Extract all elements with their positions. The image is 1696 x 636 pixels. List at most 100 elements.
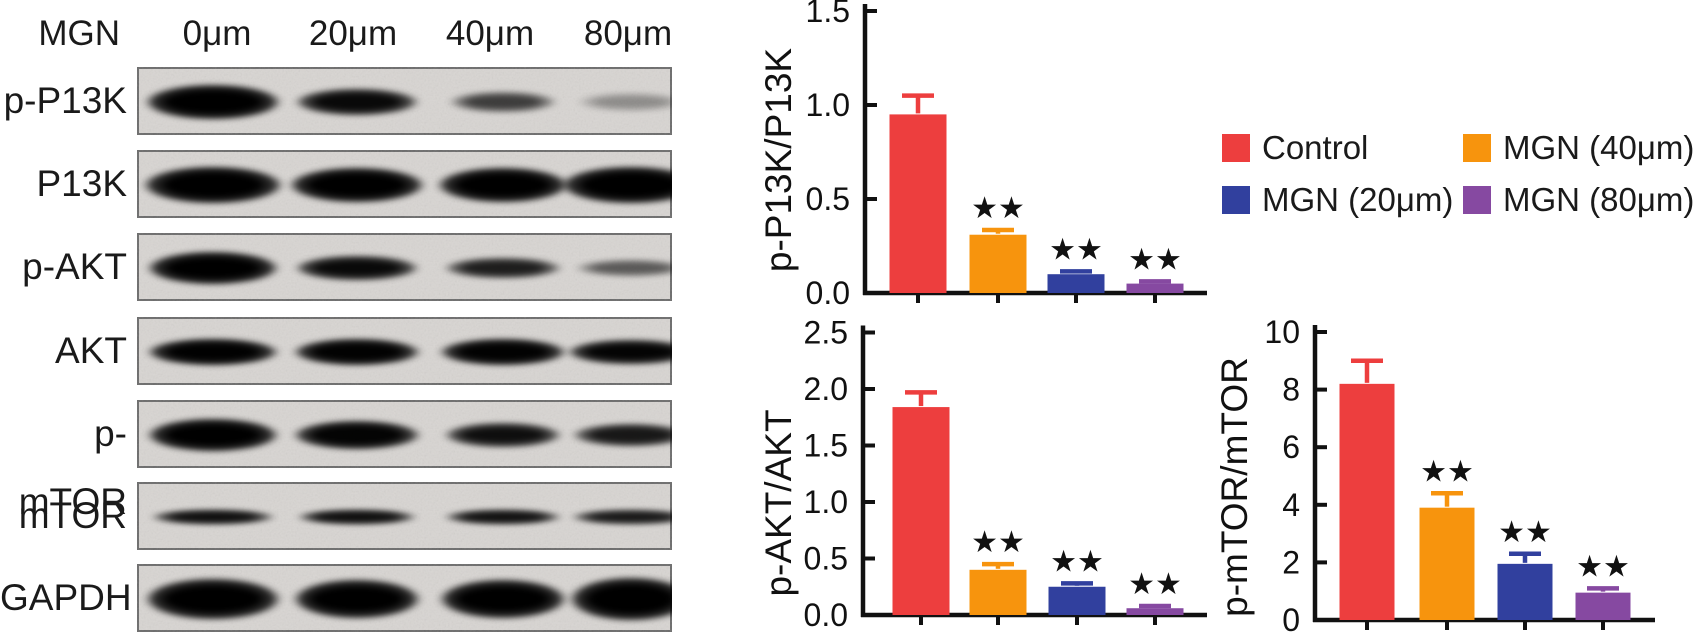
blot-band-core (456, 343, 550, 361)
significance-marker: ★★ (1420, 455, 1474, 488)
significance-marker: ★★ (971, 192, 1025, 225)
y-tick-label: 1.5 (806, 0, 850, 29)
bar (1575, 592, 1631, 620)
legend-item: MGN (20μm) (1222, 183, 1463, 216)
blot-row: GAPDH (0, 564, 680, 632)
blot-row-label: GAPDH (0, 577, 132, 618)
blot-band-core (590, 262, 672, 274)
blot-band-core (455, 173, 551, 197)
legend-label: MGN (80μm) (1503, 181, 1695, 218)
bar (1126, 283, 1184, 293)
y-tick-label: 4 (1282, 487, 1300, 523)
blot-row-label: AKT (55, 330, 127, 371)
blot-strip (137, 67, 672, 135)
bar (1126, 608, 1184, 615)
blot-row-label: p-P13K (3, 80, 127, 121)
bar (889, 114, 947, 294)
legend-color-swatch (1222, 185, 1250, 214)
y-tick-label: 10 (1264, 315, 1300, 350)
legend-item: MGN (40μm) (1463, 131, 1694, 164)
significance-marker: ★★ (1050, 545, 1104, 578)
y-tick-label: 2.0 (804, 371, 848, 407)
blot-band-core (456, 586, 550, 612)
blot-row-label: P13K (36, 163, 127, 204)
blot-strip (137, 317, 672, 385)
bar (1419, 507, 1475, 620)
blot-band-core (460, 261, 546, 275)
y-tick-label: 1.0 (804, 484, 848, 520)
significance-marker: ★★ (1128, 243, 1182, 276)
blot-band-core (312, 260, 402, 276)
significance-marker: ★★ (1128, 568, 1182, 601)
bar (1497, 563, 1553, 620)
y-axis-label: p-mTOR/mTOR (1214, 357, 1255, 617)
bar (1048, 586, 1106, 615)
blot-band-core (168, 512, 258, 522)
legend-item: Control (1222, 131, 1463, 164)
y-tick-label: 0.0 (806, 275, 850, 311)
y-tick-label: 0 (1282, 602, 1300, 636)
y-tick-label: 0.5 (804, 541, 848, 577)
blot-strip (137, 150, 672, 218)
blot-row: p-P13K (0, 67, 680, 135)
treatment-row-label: MGN (38, 14, 120, 53)
blot-band-core (162, 172, 264, 198)
blot-band-core (460, 512, 546, 522)
blot-strip (137, 564, 672, 632)
blot-row: P13K (0, 150, 680, 218)
blot-row: AKT (0, 317, 680, 385)
blot-band-core (587, 512, 672, 522)
blot-row: p-AKT (0, 233, 680, 301)
blot-row: mTOR (0, 482, 680, 550)
blot-band-core (163, 585, 263, 613)
y-tick-label: 6 (1282, 429, 1300, 465)
lane-label: 80μm (583, 14, 673, 53)
bar-chart-p-mtor: 0 2 4 6 8 10 p-mTOR/mTOR ★★ ★★ ★★ (1190, 314, 1696, 636)
y-axis-label: p-P13K/P13K (758, 48, 799, 273)
blot-row: p-mTOR (0, 400, 680, 522)
chart-svg: 0 2 4 6 8 10 p-mTOR/mTOR ★★ ★★ ★★ (1214, 314, 1655, 636)
lane-label: 0μm (182, 14, 252, 53)
significance-marker: ★★ (971, 526, 1025, 559)
y-axis-label: p-AKT/AKT (758, 409, 799, 596)
y-tick-label: 1.5 (804, 428, 848, 464)
blot-band-core (460, 427, 546, 443)
blot-row-label: p-mTOR (18, 413, 127, 522)
blot-band-core (310, 586, 404, 612)
y-tick-label: 1.0 (806, 87, 850, 123)
blot-band-core (586, 584, 672, 614)
legend-color-swatch (1463, 185, 1491, 214)
blot-row-label: mTOR (18, 495, 127, 536)
legend-color-swatch (1222, 133, 1250, 162)
chart-legend: Control MGN (40μm) MGN (20μm) MGN (80μm) (1222, 131, 1694, 216)
blot-band-core (165, 257, 261, 279)
significance-marker: ★★ (1049, 233, 1103, 266)
blot-band-core (310, 425, 404, 445)
blot-row-label: p-AKT (22, 246, 127, 287)
western-blot-panel: MGN 0μm 20μm 40μm 80μm p-P13K P13K p-AKT AKT p-… (0, 0, 680, 636)
legend-label: MGN (40μm) (1503, 129, 1695, 166)
blot-strip (137, 482, 672, 550)
legend-label: MGN (20μm) (1262, 181, 1454, 218)
blot-band-core (165, 424, 261, 446)
bar (892, 407, 950, 615)
y-tick-label: 8 (1282, 372, 1300, 408)
bar (969, 234, 1027, 293)
y-tick-label: 2 (1282, 544, 1300, 580)
blot-band-core (464, 95, 542, 109)
blot-strip (137, 400, 672, 468)
y-tick-label: 0.0 (804, 597, 848, 633)
legend-color-swatch (1463, 133, 1491, 162)
y-tick-label: 0.5 (806, 181, 850, 217)
chart-svg: 0.0 0.5 1.0 1.5p-P13K/P13K ★★ ★★ ★★ (758, 0, 1207, 311)
blot-band-core (165, 343, 261, 361)
bar (1339, 383, 1395, 620)
blot-strip (137, 233, 672, 301)
blot-band-core (312, 93, 402, 111)
blot-band-core (580, 172, 672, 198)
blot-band-core (313, 512, 401, 522)
lane-label: 40μm (445, 14, 535, 53)
blot-band-core (163, 90, 263, 114)
y-tick-label: 2.5 (804, 315, 848, 351)
